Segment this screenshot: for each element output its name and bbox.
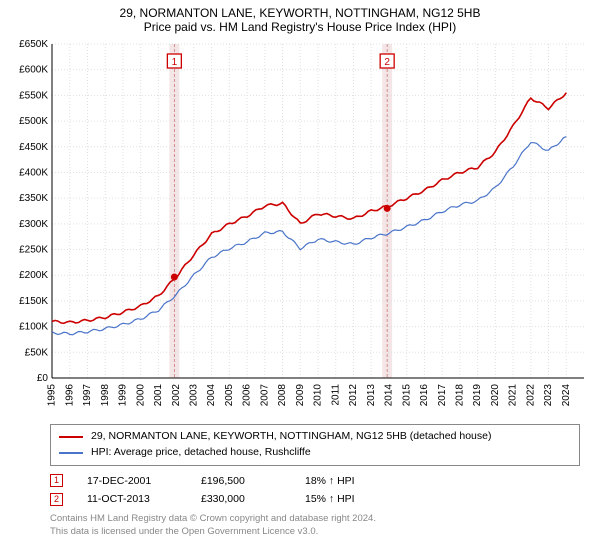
footer: Contains HM Land Registry data © Crown c… xyxy=(50,513,580,538)
svg-text:2012: 2012 xyxy=(348,384,359,407)
svg-text:£550K: £550K xyxy=(19,90,48,101)
legend-swatch-hpi xyxy=(59,452,83,454)
footer-line-2: This data is licensed under the Open Gov… xyxy=(50,526,580,538)
svg-text:£100K: £100K xyxy=(19,322,48,333)
chart-area: £0 £50K £100K £150K £200K £250K £300K £350K £400… xyxy=(10,38,590,418)
title-line-2: Price paid vs. HM Land Registry's House … xyxy=(8,20,592,34)
svg-text:2024: 2024 xyxy=(561,384,572,407)
chart-svg: £0 £50K £100K £150K £200K £250K £300K £350K £400… xyxy=(10,38,590,418)
svg-text:2: 2 xyxy=(384,57,390,68)
sales-table: 1 17-DEC-2001 £196,500 18% ↑ HPI 2 11-OC… xyxy=(50,472,580,510)
svg-text:2002: 2002 xyxy=(171,384,182,407)
svg-text:2004: 2004 xyxy=(206,384,217,407)
svg-text:1: 1 xyxy=(172,57,178,68)
svg-text:2007: 2007 xyxy=(259,384,270,407)
svg-text:£200K: £200K xyxy=(19,270,48,281)
svg-text:2017: 2017 xyxy=(437,384,448,407)
svg-text:2021: 2021 xyxy=(508,384,519,407)
svg-text:2016: 2016 xyxy=(419,384,430,407)
svg-text:2013: 2013 xyxy=(366,384,377,407)
svg-text:£0: £0 xyxy=(37,373,49,384)
svg-text:2000: 2000 xyxy=(135,384,146,407)
sale-row-1: 1 17-DEC-2001 £196,500 18% ↑ HPI xyxy=(50,472,580,491)
svg-text:£300K: £300K xyxy=(19,219,48,230)
svg-text:2005: 2005 xyxy=(224,384,235,407)
legend: 29, NORMANTON LANE, KEYWORTH, NOTTINGHAM… xyxy=(50,424,580,466)
svg-text:2010: 2010 xyxy=(313,384,324,407)
svg-text:2023: 2023 xyxy=(543,384,554,407)
svg-text:2022: 2022 xyxy=(525,384,536,407)
svg-text:£500K: £500K xyxy=(19,116,48,127)
svg-text:1998: 1998 xyxy=(100,384,111,407)
sale-delta-1: 18% ↑ HPI xyxy=(305,472,385,491)
svg-text:2003: 2003 xyxy=(189,384,200,407)
sale-delta-2: 15% ↑ HPI xyxy=(305,490,385,509)
svg-text:2006: 2006 xyxy=(242,384,253,407)
svg-text:1995: 1995 xyxy=(47,384,58,407)
svg-text:1997: 1997 xyxy=(82,384,93,407)
sale-marker-2: 2 xyxy=(50,493,63,506)
sale-price-2: £330,000 xyxy=(201,490,281,509)
svg-text:£350K: £350K xyxy=(19,193,48,204)
svg-text:£50K: £50K xyxy=(25,347,49,358)
svg-text:£650K: £650K xyxy=(19,39,48,50)
svg-text:£150K: £150K xyxy=(19,296,48,307)
footer-line-1: Contains HM Land Registry data © Crown c… xyxy=(50,513,580,525)
svg-text:£600K: £600K xyxy=(19,65,48,76)
svg-text:£400K: £400K xyxy=(19,167,48,178)
svg-text:2019: 2019 xyxy=(472,384,483,407)
svg-text:2008: 2008 xyxy=(277,384,288,407)
sale-date-2: 11-OCT-2013 xyxy=(87,490,177,509)
svg-text:2014: 2014 xyxy=(384,384,395,407)
legend-swatch-property xyxy=(59,436,83,438)
sale-price-1: £196,500 xyxy=(201,472,281,491)
svg-text:2015: 2015 xyxy=(401,384,412,407)
legend-label-property: 29, NORMANTON LANE, KEYWORTH, NOTTINGHAM… xyxy=(91,429,491,445)
svg-text:1996: 1996 xyxy=(64,384,75,407)
svg-text:2001: 2001 xyxy=(153,384,164,407)
svg-text:£450K: £450K xyxy=(19,142,48,153)
title-line-1: 29, NORMANTON LANE, KEYWORTH, NOTTINGHAM… xyxy=(8,6,592,20)
svg-text:1999: 1999 xyxy=(118,384,129,407)
sale-row-2: 2 11-OCT-2013 £330,000 15% ↑ HPI xyxy=(50,490,580,509)
legend-label-hpi: HPI: Average price, detached house, Rush… xyxy=(91,445,311,461)
sale-marker-1: 1 xyxy=(50,474,63,487)
svg-text:2009: 2009 xyxy=(295,384,306,407)
sale-date-1: 17-DEC-2001 xyxy=(87,472,177,491)
svg-text:2018: 2018 xyxy=(455,384,466,407)
svg-text:2011: 2011 xyxy=(330,384,341,406)
svg-text:£250K: £250K xyxy=(19,245,48,256)
svg-text:2020: 2020 xyxy=(490,384,501,407)
